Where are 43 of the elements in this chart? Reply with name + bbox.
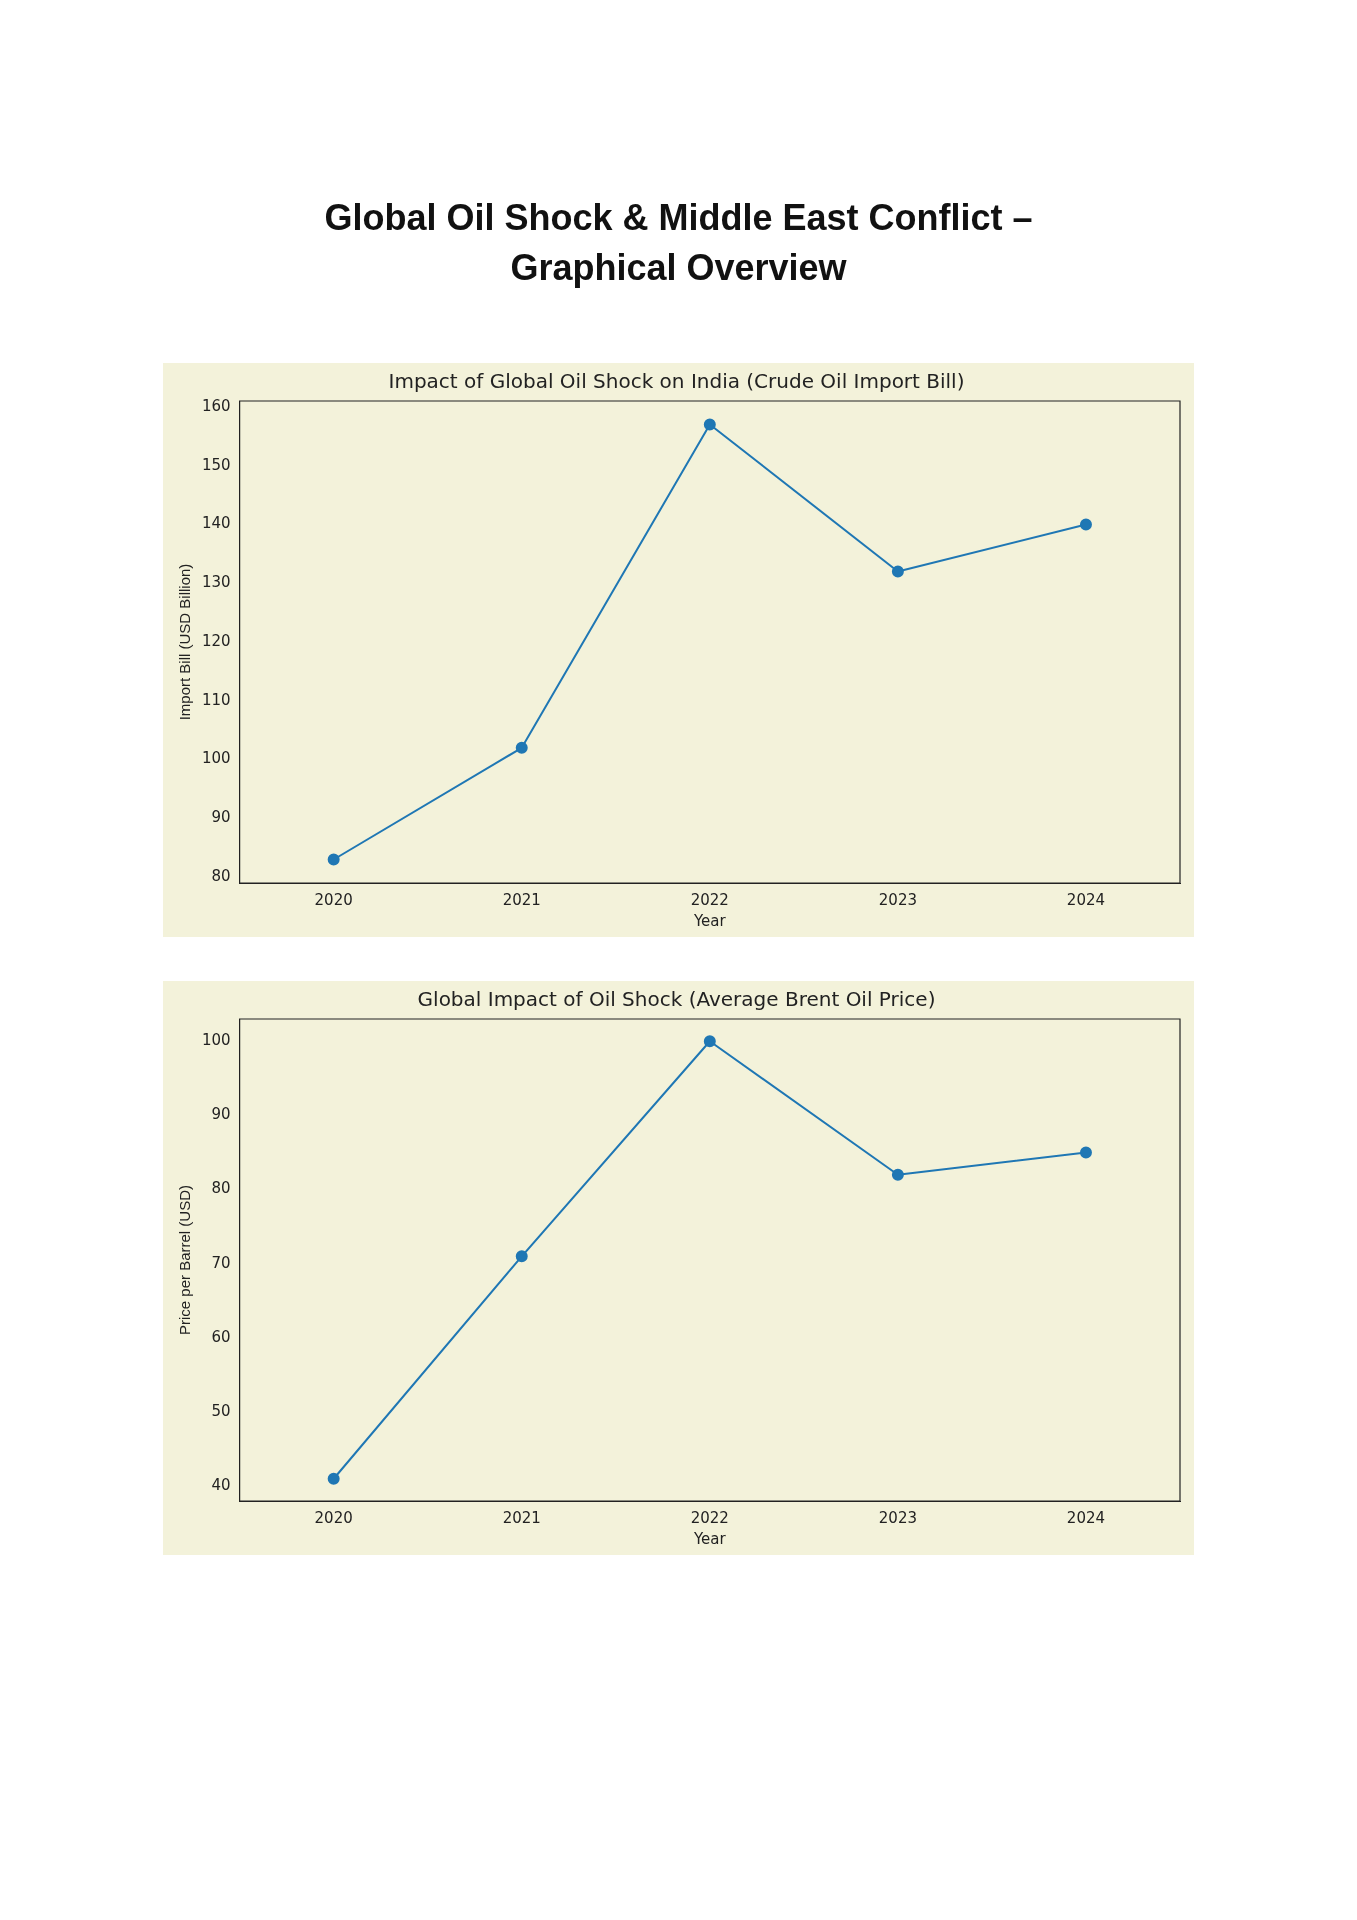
y-tick-label: 160 [201,396,231,415]
y-tick-label: 100 [201,1031,231,1050]
y-tick-label: 90 [211,808,231,827]
x-tick-label: 2022 [690,1508,729,1527]
point [1079,518,1092,531]
y-tick-label: 40 [211,1476,231,1495]
x-tick-label: 2022 [690,890,729,909]
x-tick-label: 2020 [314,1508,353,1527]
y-tick-label: 70 [211,1253,231,1272]
x-tick-label: 2024 [1066,890,1106,909]
y-axis-title: Import Bill (USD Billion) [176,563,194,721]
chart-title: Global Impact of Oil Shock (Average Brent Oil Price) [417,987,936,1012]
y-tick-label: 80 [211,1179,231,1198]
y-tick-label: 50 [211,1401,231,1420]
point [1079,1146,1092,1159]
y-tick-label: 100 [201,749,231,768]
x-axis-title: Year [692,1529,727,1548]
point [891,565,904,578]
y-tick-label: 80 [211,867,231,886]
point [515,1250,528,1263]
x-tick-label: 2024 [1066,1508,1106,1527]
y-tick-label: 150 [201,455,231,474]
x-axis-title: Year [692,911,727,930]
chart-subtitle: Impact of Global Oil Shock on India (Crude Oil Import Bill) [388,369,965,394]
x-tick-label: 2023 [878,890,917,909]
chart-title: Global Oil Shock & Middle East Conflict – Graphical Overview [323,196,1034,290]
point [703,1035,716,1048]
y-tick-label: 120 [201,631,231,650]
point [327,853,340,866]
point [515,741,528,754]
y-axis-title: Price per Barrel (USD) [176,1184,194,1336]
y-tick-label: 60 [211,1327,231,1346]
y-tick-label: 90 [211,1105,231,1124]
y-tick-label: 110 [201,690,231,709]
x-tick-label: 2021 [502,1508,541,1527]
x-tick-label: 2020 [314,890,353,909]
point [703,418,716,431]
x-tick-label: 2021 [502,890,541,909]
x-tick-label: 2023 [878,1508,917,1527]
y-tick-label: 130 [201,573,231,592]
point [327,1472,340,1485]
point [891,1168,904,1181]
y-tick-label: 140 [201,514,231,533]
